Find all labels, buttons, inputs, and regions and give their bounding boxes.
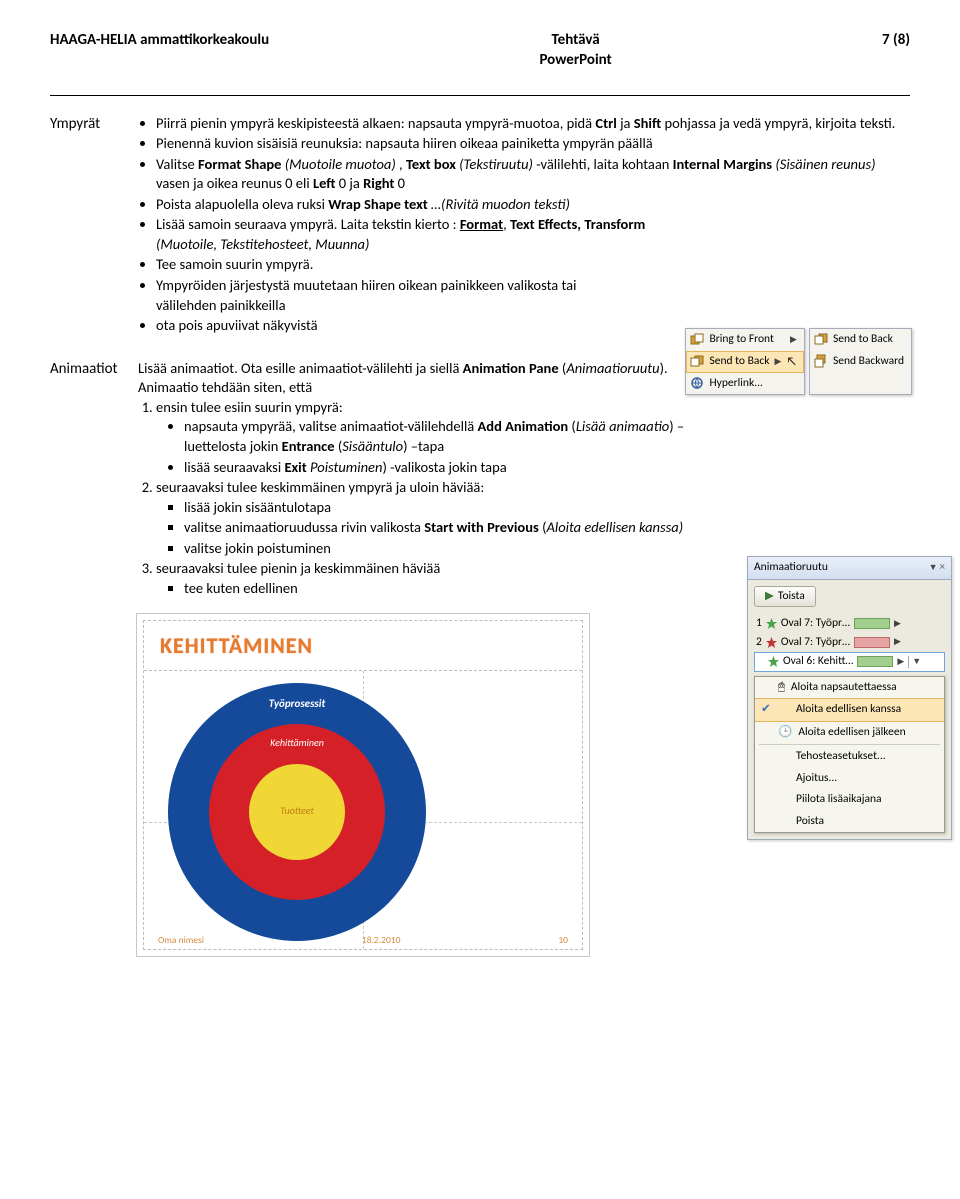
dropdown-icon[interactable]: ▼ × xyxy=(929,560,945,575)
submenu-arrow-icon: ▶ xyxy=(790,334,797,346)
menu-item-bring-to-front[interactable]: Bring to Front ▶ xyxy=(686,329,803,351)
footer-page: 10 xyxy=(558,934,568,947)
slide-canvas: Työprosessit Kehittäminen Tuotteet xyxy=(144,671,582,949)
ctx-start-after-previous[interactable]: 🕒 Aloita edellisen jälkeen xyxy=(755,722,944,744)
animation-item[interactable]: 1 Oval 7: Työpr… ▶ xyxy=(754,615,945,633)
bullet-item: Lisää samoin seuraava ympyrä. Laita teks… xyxy=(156,215,910,254)
send-to-back-icon xyxy=(690,355,704,369)
menu-separator xyxy=(759,744,940,745)
timing-bar xyxy=(854,618,890,629)
header-right: 7 (8) xyxy=(882,30,910,71)
ctx-timing[interactable]: Ajoitus... xyxy=(755,768,944,790)
list-item: seuraavaksi tulee pienin ja keskimmäinen… xyxy=(156,559,695,598)
animation-context-menu: 🖱 Aloita napsautettaessa ✔ Aloita edelli… xyxy=(754,676,945,834)
header-center: Tehtävä PowerPoint xyxy=(539,30,611,71)
animation-item[interactable]: 2 Oval 7: Työpr… ▶ xyxy=(754,634,945,652)
dropdown-icon[interactable]: ▼ xyxy=(908,656,921,668)
bullet-item: Poista alapuolella oleva ruksi Wrap Shap… xyxy=(156,195,910,215)
anim-intro2: Animaatio tehdään siten, että xyxy=(138,378,695,398)
chevron-right-icon: ▶ xyxy=(897,656,904,668)
clock-icon: 🕒 xyxy=(778,725,792,741)
list-item: ensin tulee esiin suurin ympyrä: napsaut… xyxy=(156,398,695,477)
header-left: HAAGA-HELIA ammattikorkeakoulu xyxy=(50,30,269,71)
menu-item-send-backward[interactable]: Send Backward xyxy=(810,351,911,373)
footer-date: 18.2.2010 xyxy=(362,934,401,947)
section-animaatiot-label: Animaatiot xyxy=(50,359,130,379)
cursor-icon: ↖ xyxy=(786,354,797,370)
sub-item: valitse jokin poistuminen xyxy=(184,539,695,559)
sub-item: napsauta ympyrää, valitse animaatiot-väl… xyxy=(184,417,695,456)
timing-bar xyxy=(857,656,893,667)
chevron-right-icon: ▶ xyxy=(894,636,901,648)
check-icon: ✔ xyxy=(760,702,772,718)
circle-middle-label: Kehittäminen xyxy=(209,736,385,750)
bullet-list-ympyrat: Piirrä pienin ympyrä keskipisteestä alka… xyxy=(156,114,910,336)
ctx-start-with-previous[interactable]: ✔ Aloita edellisen kanssa xyxy=(755,698,944,722)
circle-inner: Tuotteet xyxy=(249,764,345,860)
context-menu-main: Bring to Front ▶ Send to Back ▶ ↖ Hyperl… xyxy=(685,328,804,395)
chevron-right-icon: ▶ xyxy=(894,618,901,630)
ctx-hide-timeline[interactable]: Piilota lisäaikajana xyxy=(755,789,944,811)
ctx-start-on-click[interactable]: 🖱 Aloita napsautettaessa xyxy=(755,677,944,699)
bullet-item: Ympyröiden järjestystä muutetaan hiiren … xyxy=(156,276,910,315)
exit-star-icon xyxy=(766,637,777,648)
bullet-item: Valitse Format Shape (Muotoile muotoa) ,… xyxy=(156,155,910,194)
numbered-list-anim: ensin tulee esiin suurin ympyrä: napsaut… xyxy=(156,398,695,599)
bullet-item: Piirrä pienin ympyrä keskipisteestä alka… xyxy=(156,114,910,134)
animation-item-list: 1 Oval 7: Työpr… ▶ 2 Oval 7: Työpr… ▶ xyxy=(754,615,945,672)
mouse-icon: 🖱 xyxy=(778,680,785,696)
circle-outer-label: Työprosessit xyxy=(168,697,426,712)
bring-to-front-icon xyxy=(690,333,704,347)
submenu-arrow-icon: ▶ xyxy=(774,356,781,368)
animation-pane-title: Animaatioruutu xyxy=(754,560,828,576)
context-menu-arrange: Bring to Front ▶ Send to Back ▶ ↖ Hyperl… xyxy=(685,328,912,395)
close-icon[interactable]: × xyxy=(940,560,945,573)
hyperlink-icon xyxy=(690,376,704,390)
entrance-star-icon xyxy=(768,656,779,667)
list-item: seuraavaksi tulee keskimmäinen ympyrä ja… xyxy=(156,478,695,558)
header-center-bottom: PowerPoint xyxy=(539,51,611,69)
animation-pane: Animaatioruutu ▼ × ▶ Toista 1 Oval 7: Ty… xyxy=(747,556,952,840)
send-backward-icon xyxy=(814,354,828,368)
section-ympyrat-label: Ympyrät xyxy=(50,114,130,134)
sub-item: lisää seuraavaksi Exit Poistuminen) -val… xyxy=(184,458,695,478)
slide-title-box: KEHITTÄMINEN xyxy=(144,621,582,671)
play-button[interactable]: ▶ Toista xyxy=(754,586,816,608)
animation-pane-titlebar: Animaatioruutu ▼ × xyxy=(748,557,951,580)
context-submenu-send-back: Send to Back Send Backward xyxy=(809,328,912,395)
entrance-star-icon xyxy=(766,618,777,629)
footer-name: Oma nimesi xyxy=(158,934,204,947)
bullet-item: Tee samoin suurin ympyrä. xyxy=(156,255,910,275)
ctx-effect-options[interactable]: Tehosteasetukset... xyxy=(755,746,944,768)
circle-inner-label: Tuotteet xyxy=(249,804,345,818)
timing-bar xyxy=(854,637,890,648)
menu-item-send-to-back[interactable]: Send to Back ▶ ↖ xyxy=(686,351,803,373)
sub-item: valitse animaatioruudussa rivin valikost… xyxy=(184,518,695,538)
anim-intro: Lisää animaatiot. Ota esille animaatiot-… xyxy=(138,359,695,379)
header-center-top: Tehtävä xyxy=(552,31,600,49)
slide-preview: KEHITTÄMINEN Työprosessit Kehittäminen T… xyxy=(136,613,590,957)
slide-footer: Oma nimesi 18.2.2010 10 xyxy=(144,934,582,947)
bullet-item: Pienennä kuvion sisäisiä reunuksia: naps… xyxy=(156,134,910,154)
menu-item-send-to-back-sub[interactable]: Send to Back xyxy=(810,329,911,351)
slide-title: KEHITTÄMINEN xyxy=(160,631,313,661)
page-header: HAAGA-HELIA ammattikorkeakoulu Tehtävä P… xyxy=(50,30,910,71)
sub-item: tee kuten edellinen xyxy=(184,579,695,599)
menu-item-hyperlink[interactable]: Hyperlink... xyxy=(686,373,803,395)
animation-item-selected[interactable]: Oval 6: Kehitt… ▶ ▼ xyxy=(754,652,945,672)
ctx-remove[interactable]: Poista xyxy=(755,811,944,833)
header-rule xyxy=(50,95,910,96)
play-icon: ▶ xyxy=(765,589,774,605)
sub-item: lisää jokin sisääntulotapa xyxy=(184,498,695,518)
send-to-back-icon xyxy=(814,333,828,347)
